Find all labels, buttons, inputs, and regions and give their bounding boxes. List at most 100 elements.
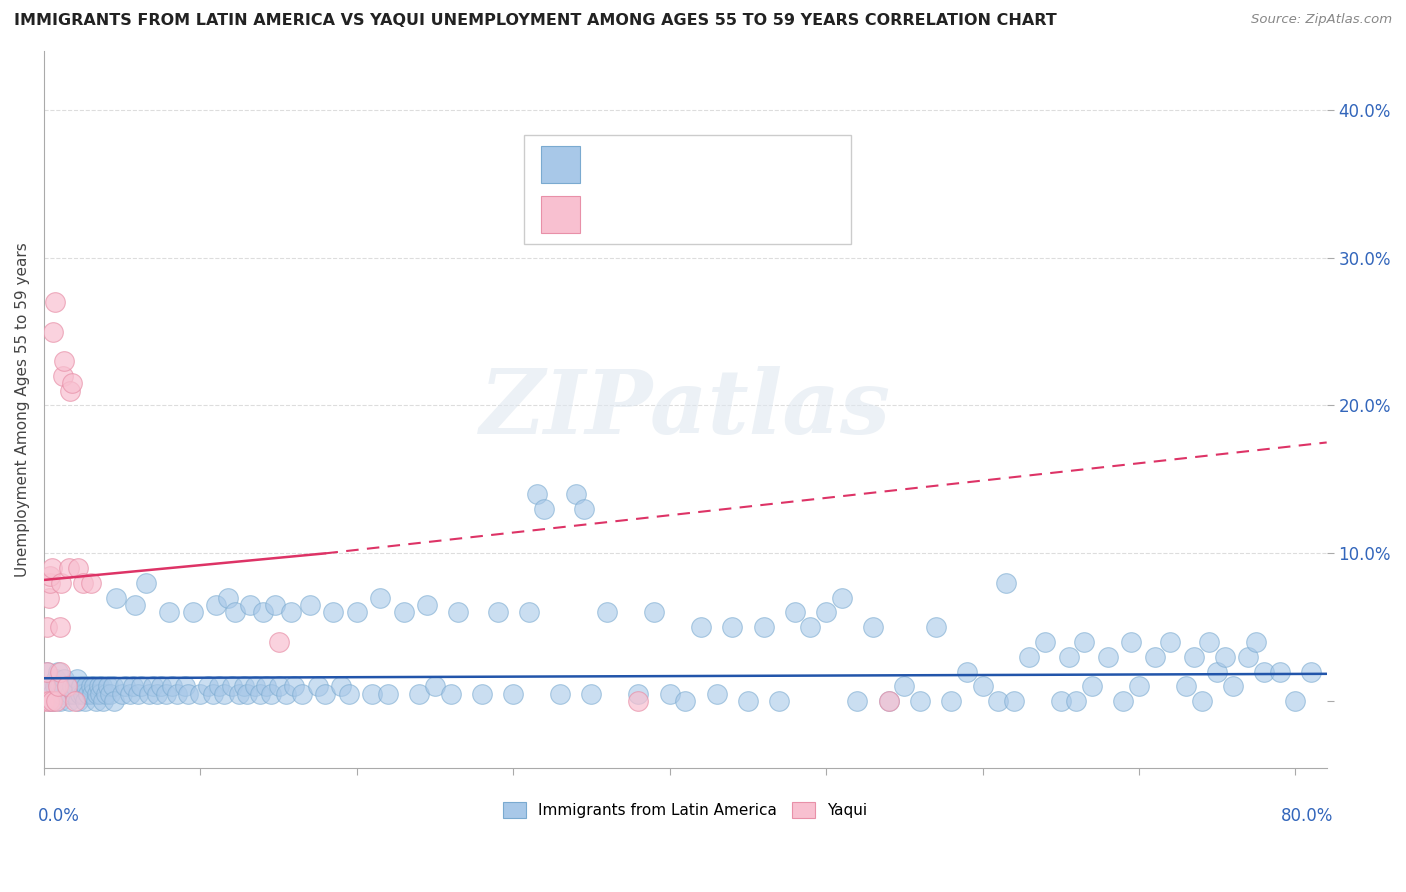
Point — [67, 561, 90, 575]
Point — [423, 679, 446, 693]
Point — [815, 606, 838, 620]
Point — [1049, 694, 1071, 708]
Point — [75, 679, 97, 693]
Point — [330, 679, 353, 693]
Point — [41, 694, 63, 708]
Point — [799, 620, 821, 634]
Point — [673, 694, 696, 708]
Point — [486, 606, 509, 620]
Point — [59, 687, 82, 701]
Point — [254, 679, 277, 693]
Point — [181, 606, 204, 620]
Point — [690, 620, 713, 634]
Point — [1018, 649, 1040, 664]
Point — [48, 620, 70, 634]
Point — [1237, 649, 1260, 664]
Point — [205, 598, 228, 612]
Point — [1112, 694, 1135, 708]
Point — [46, 665, 69, 679]
Point — [166, 687, 188, 701]
Point — [1033, 635, 1056, 649]
Point — [70, 679, 93, 693]
Point — [1206, 665, 1229, 679]
Point — [1097, 649, 1119, 664]
Point — [408, 687, 430, 701]
Point — [52, 368, 75, 383]
Point — [377, 687, 399, 701]
Point — [80, 679, 103, 693]
Point — [236, 687, 259, 701]
Point — [1081, 679, 1104, 693]
Point — [63, 679, 86, 693]
Point — [82, 687, 104, 701]
Point — [221, 679, 243, 693]
Point — [941, 694, 963, 708]
Point — [1191, 694, 1213, 708]
Point — [72, 687, 94, 701]
Point — [548, 687, 571, 701]
Point — [877, 694, 900, 708]
Point — [83, 679, 105, 693]
Point — [41, 687, 63, 701]
Point — [924, 620, 946, 634]
Point — [86, 687, 108, 701]
Point — [298, 598, 321, 612]
Point — [846, 694, 869, 708]
Point — [84, 694, 107, 708]
Point — [69, 687, 91, 701]
Point — [101, 679, 124, 693]
Point — [87, 679, 110, 693]
Point — [201, 687, 224, 701]
Point — [260, 687, 283, 701]
Point — [596, 606, 619, 620]
Point — [35, 620, 58, 634]
Point — [768, 694, 790, 708]
Point — [63, 694, 86, 708]
Point — [831, 591, 853, 605]
Point — [91, 694, 114, 708]
Point — [155, 687, 177, 701]
Point — [58, 561, 80, 575]
Point — [76, 687, 98, 701]
Point — [218, 591, 240, 605]
Point — [55, 687, 77, 701]
Point — [1268, 665, 1291, 679]
Point — [627, 694, 650, 708]
Point — [658, 687, 681, 701]
Point — [314, 687, 336, 701]
Point — [111, 687, 134, 701]
Point — [877, 694, 900, 708]
Point — [160, 679, 183, 693]
Text: ZIPatlas: ZIPatlas — [479, 366, 891, 452]
Point — [1159, 635, 1181, 649]
Point — [267, 679, 290, 693]
Point — [737, 694, 759, 708]
Point — [35, 665, 58, 679]
Point — [280, 606, 302, 620]
Point — [142, 679, 165, 693]
Point — [34, 687, 56, 701]
FancyBboxPatch shape — [524, 135, 851, 244]
Point — [52, 679, 75, 693]
Point — [1299, 665, 1322, 679]
Point — [122, 679, 145, 693]
Point — [62, 687, 84, 701]
Point — [581, 687, 603, 701]
Point — [1174, 679, 1197, 693]
Point — [252, 606, 274, 620]
Text: R = 0.003   N = 138: R = 0.003 N = 138 — [596, 154, 820, 174]
Point — [533, 502, 555, 516]
Point — [145, 687, 167, 701]
Text: Source: ZipAtlas.com: Source: ZipAtlas.com — [1251, 13, 1392, 27]
Point — [38, 694, 60, 708]
Point — [243, 679, 266, 693]
Point — [228, 687, 250, 701]
Point — [138, 687, 160, 701]
Point — [103, 694, 125, 708]
Point — [197, 679, 219, 693]
Point — [45, 694, 67, 708]
Point — [322, 606, 344, 620]
Point — [73, 694, 96, 708]
Point — [48, 694, 70, 708]
Point — [1198, 635, 1220, 649]
